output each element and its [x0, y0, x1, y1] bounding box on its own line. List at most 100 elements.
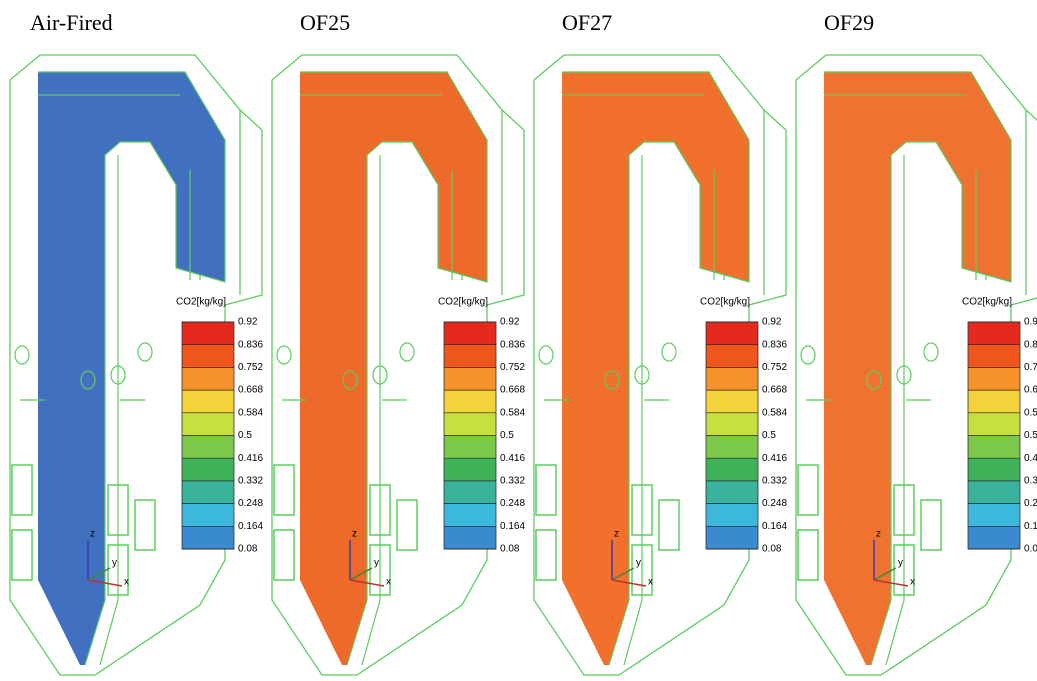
colorbar-segment [706, 390, 758, 413]
colorbar-segment [706, 367, 758, 390]
burner [135, 500, 155, 550]
burner [536, 530, 556, 580]
colorbar-tick-label: 0.584 [238, 407, 263, 418]
colorbar-segment [706, 413, 758, 436]
axis-label: x [648, 577, 653, 588]
panel-title: OF27 [562, 10, 612, 35]
colorbar-tick-label: 0.5 [1024, 430, 1037, 441]
axis-label: z [876, 529, 881, 540]
axis-label: x [386, 577, 391, 588]
colorbar-tick-label: 0.836 [500, 339, 525, 350]
colorbar-tick-label: 0.668 [238, 385, 263, 396]
colorbar-segment [968, 526, 1020, 549]
figure: Air-FiredzyxCO2[kg/kg]0.920.8360.7520.66… [0, 0, 1037, 681]
colorbar-tick-label: 0.92 [1024, 317, 1037, 328]
port [924, 343, 938, 361]
panel-title: OF25 [300, 10, 350, 35]
burner [659, 500, 679, 550]
burner [921, 500, 941, 550]
colorbar-segment [182, 390, 234, 413]
port [801, 346, 815, 364]
colorbar-tick-label: 0.08 [500, 544, 520, 555]
colorbar-tick-label: 0.332 [500, 476, 525, 487]
colorbar-tick-label: 0.668 [1024, 385, 1037, 396]
axis-label: y [898, 558, 903, 569]
colorbar-tick-label: 0.752 [762, 362, 787, 373]
colorbar-segment [444, 436, 496, 459]
colorbar-tick-label: 0.836 [1024, 339, 1037, 350]
colorbar-tick-label: 0.332 [762, 476, 787, 487]
colorbar-segment [968, 413, 1020, 436]
colorbar-segment [182, 345, 234, 368]
colorbar-tick-label: 0.416 [1024, 453, 1037, 464]
colorbar-segment [706, 436, 758, 459]
port [400, 343, 414, 361]
colorbar-segment [444, 526, 496, 549]
colorbar-tick-label: 0.248 [238, 498, 263, 509]
colorbar-tick-label: 0.752 [238, 362, 263, 373]
axis-label: z [614, 529, 619, 540]
colorbar-tick-label: 0.164 [500, 521, 525, 532]
colorbar-segment [444, 504, 496, 527]
colorbar-tick-label: 0.92 [500, 317, 520, 328]
colorbar-tick-label: 0.332 [1024, 476, 1037, 487]
colorbar-tick-label: 0.5 [500, 430, 514, 441]
colorbar-segment [444, 458, 496, 481]
colorbar-segment [444, 322, 496, 345]
colorbar-tick-label: 0.836 [762, 339, 787, 350]
panel: OF27zyxCO2[kg/kg]0.920.8360.7520.6680.58… [534, 10, 787, 675]
panel-title: Air-Fired [30, 10, 113, 35]
colorbar-segment [182, 436, 234, 459]
colorbar-segment [706, 322, 758, 345]
burner [274, 530, 294, 580]
colorbar-segment [706, 481, 758, 504]
colorbar-tick-label: 0.584 [1024, 407, 1037, 418]
colorbar-segment [444, 367, 496, 390]
colorbar-segment [182, 458, 234, 481]
colorbar-segment [706, 458, 758, 481]
colorbar-tick-label: 0.836 [238, 339, 263, 350]
colorbar-tick-label: 0.416 [500, 453, 525, 464]
colorbar-segment [968, 322, 1020, 345]
axis-label: x [910, 577, 915, 588]
colorbar-label: CO2[kg/kg] [438, 297, 488, 308]
colorbar-tick-label: 0.332 [238, 476, 263, 487]
colorbar-segment [182, 413, 234, 436]
colorbar-tick-label: 0.08 [762, 544, 782, 555]
colorbar-segment [968, 367, 1020, 390]
axis-label: y [636, 558, 641, 569]
colorbar-tick-label: 0.584 [762, 407, 787, 418]
colorbar-tick-label: 0.92 [238, 317, 258, 328]
axis-label: y [112, 558, 117, 569]
colorbar-segment [182, 367, 234, 390]
colorbar-segment [444, 390, 496, 413]
panel: Air-FiredzyxCO2[kg/kg]0.920.8360.7520.66… [10, 10, 263, 675]
colorbar-tick-label: 0.584 [500, 407, 525, 418]
colorbar-segment [706, 504, 758, 527]
colorbar-label: CO2[kg/kg] [962, 297, 1012, 308]
axis-label: z [90, 529, 95, 540]
colorbar-tick-label: 0.08 [1024, 544, 1037, 555]
colorbar-tick-label: 0.164 [762, 521, 787, 532]
colorbar-segment [182, 526, 234, 549]
colorbar-tick-label: 0.668 [762, 385, 787, 396]
colorbar-tick-label: 0.164 [238, 521, 263, 532]
burner [274, 465, 294, 515]
colorbar-segment [968, 481, 1020, 504]
colorbar-tick-label: 0.5 [762, 430, 776, 441]
colorbar-segment [968, 504, 1020, 527]
colorbar-segment [706, 345, 758, 368]
colorbar-segment [182, 504, 234, 527]
port [138, 343, 152, 361]
burner [397, 500, 417, 550]
colorbar-tick-label: 0.752 [1024, 362, 1037, 373]
colorbar-tick-label: 0.92 [762, 317, 782, 328]
colorbar-segment [444, 345, 496, 368]
panel: OF25zyxCO2[kg/kg]0.920.8360.7520.6680.58… [272, 10, 525, 675]
axis-label: z [352, 529, 357, 540]
colorbar-segment [444, 481, 496, 504]
burner [12, 465, 32, 515]
panel: OF29zyxCO2[kg/kg]0.920.8360.7520.6680.58… [796, 10, 1037, 675]
colorbar-segment [968, 436, 1020, 459]
colorbar-segment [968, 390, 1020, 413]
